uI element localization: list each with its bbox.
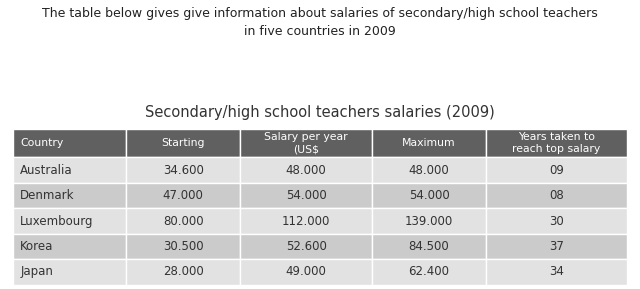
Text: 84.500: 84.500	[409, 240, 449, 253]
Text: 37: 37	[549, 240, 564, 253]
Text: 30: 30	[549, 214, 564, 227]
Text: 47.000: 47.000	[163, 189, 204, 202]
Text: Denmark: Denmark	[20, 189, 75, 202]
Text: The table below gives give information about salaries of secondary/high school t: The table below gives give information a…	[42, 7, 598, 38]
Text: 28.000: 28.000	[163, 265, 204, 278]
Text: 54.000: 54.000	[286, 189, 326, 202]
Text: 48.000: 48.000	[286, 164, 326, 177]
Text: Luxembourg: Luxembourg	[20, 214, 93, 227]
Text: 52.600: 52.600	[285, 240, 326, 253]
Text: Secondary/high school teachers salaries (2009): Secondary/high school teachers salaries …	[145, 105, 495, 121]
Text: Korea: Korea	[20, 240, 54, 253]
Text: Australia: Australia	[20, 164, 73, 177]
Text: 09: 09	[549, 164, 564, 177]
Text: 49.000: 49.000	[285, 265, 326, 278]
Text: Years taken to
reach top salary: Years taken to reach top salary	[513, 132, 601, 154]
Text: Salary per year
(US$: Salary per year (US$	[264, 132, 348, 154]
Text: 80.000: 80.000	[163, 214, 204, 227]
Text: 62.400: 62.400	[408, 265, 449, 278]
Text: 139.000: 139.000	[405, 214, 453, 227]
Text: Japan: Japan	[20, 265, 53, 278]
Text: 08: 08	[549, 189, 564, 202]
Text: 34: 34	[549, 265, 564, 278]
Text: Country: Country	[20, 138, 63, 148]
Text: 54.000: 54.000	[409, 189, 449, 202]
Text: 48.000: 48.000	[409, 164, 449, 177]
Text: Maximum: Maximum	[403, 138, 456, 148]
Text: 112.000: 112.000	[282, 214, 330, 227]
Text: 30.500: 30.500	[163, 240, 204, 253]
Text: 34.600: 34.600	[163, 164, 204, 177]
Text: Starting: Starting	[161, 138, 205, 148]
